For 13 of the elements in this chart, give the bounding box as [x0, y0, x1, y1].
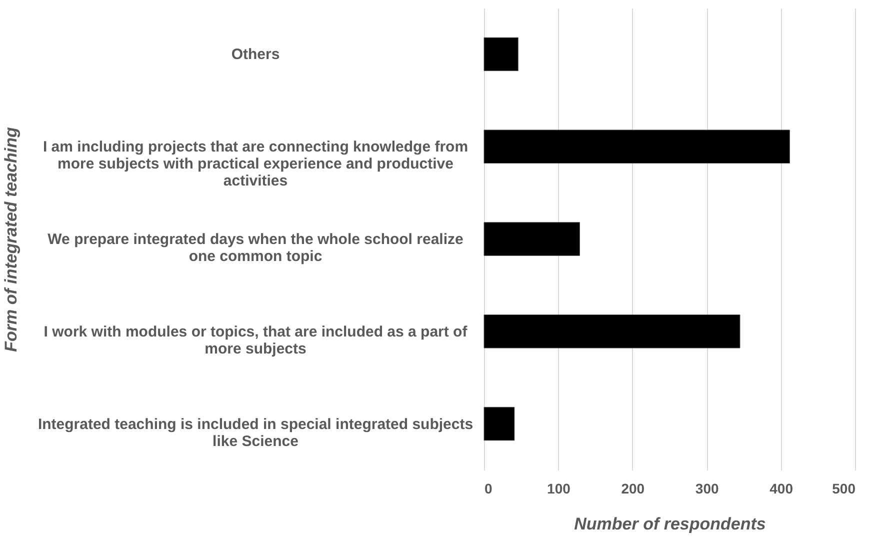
y-axis-title: Form of integrated teaching — [2, 126, 20, 352]
x-tick-label: 100 — [547, 480, 571, 496]
x-tick-label: 500 — [832, 480, 856, 496]
y-tick-label: I work with modules or topics, that are included as a part of more subjects — [44, 323, 468, 358]
y-tick-label: Others — [231, 46, 280, 64]
y-tick-label: Integrated teaching is included in special integrated subjects like Science — [38, 416, 474, 450]
x-tick-label: 300 — [695, 480, 719, 496]
y-tick-label: We prepare integrated days when the whole school realize one common topic — [48, 231, 464, 265]
x-tick-label: 200 — [621, 480, 645, 496]
x-axis-title: Number of respondents — [574, 514, 766, 534]
y-tick-label: I am including projects that are connecting knowledge from more subjects with practical experience and productive activities — [42, 138, 468, 190]
x-tick-label: 400 — [770, 480, 794, 496]
x-tick-label: 0 — [484, 480, 492, 496]
